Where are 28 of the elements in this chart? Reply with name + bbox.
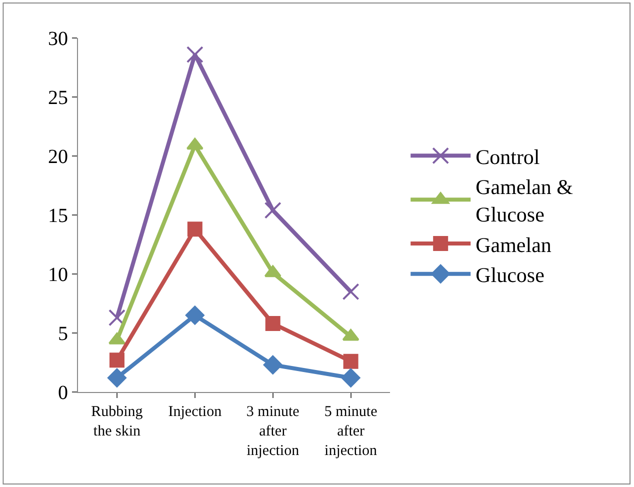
y-tick-label: 0	[58, 382, 68, 404]
point	[108, 309, 126, 326]
point	[343, 354, 358, 369]
point	[265, 316, 280, 332]
y-tick-label: 30	[48, 28, 68, 50]
x-tick-label: Injection	[168, 404, 222, 420]
point	[108, 368, 126, 388]
y-tick-label: 25	[48, 87, 68, 109]
point	[264, 265, 282, 278]
point	[187, 222, 202, 237]
legend-label: Control	[476, 144, 540, 169]
point	[186, 46, 204, 64]
y-tick-label: 10	[48, 264, 68, 286]
legend-label: Glucose	[476, 263, 544, 288]
point	[185, 306, 204, 325]
point	[341, 368, 360, 388]
x-tick-label: Rubbing the skin	[91, 404, 144, 440]
x-tick-label: 3 minute after injection	[246, 404, 300, 459]
point	[264, 202, 282, 219]
point	[342, 283, 360, 300]
legend-label: Gamelan & Glucose	[476, 175, 573, 226]
point	[109, 352, 124, 368]
legend-label: Gamelan	[476, 232, 552, 257]
y-tick-label: 20	[48, 146, 68, 168]
point	[263, 355, 282, 374]
y-tick-label: 15	[48, 205, 68, 227]
x-tick-label: 5 minute after injection	[324, 404, 378, 459]
y-tick-label: 5	[58, 323, 68, 345]
